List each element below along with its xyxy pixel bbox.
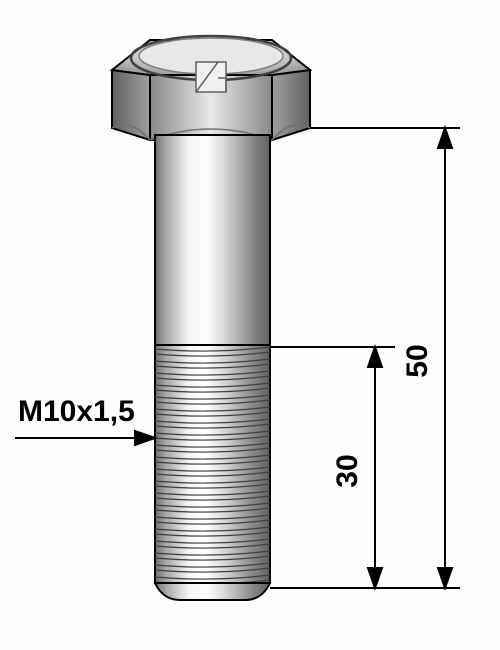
bolt-technical-drawing: M10x1,5 50 30 [0,0,500,650]
bolt-shank [155,135,270,347]
total-length-label: 50 [401,341,435,381]
thread-spec-label: M10x1,5 [18,395,135,429]
bolt-head [112,36,310,140]
bolt-thread [155,345,270,600]
thread-length-label: 30 [331,451,365,491]
thread-spec-arrow [15,431,155,445]
bolt-svg [0,0,500,650]
